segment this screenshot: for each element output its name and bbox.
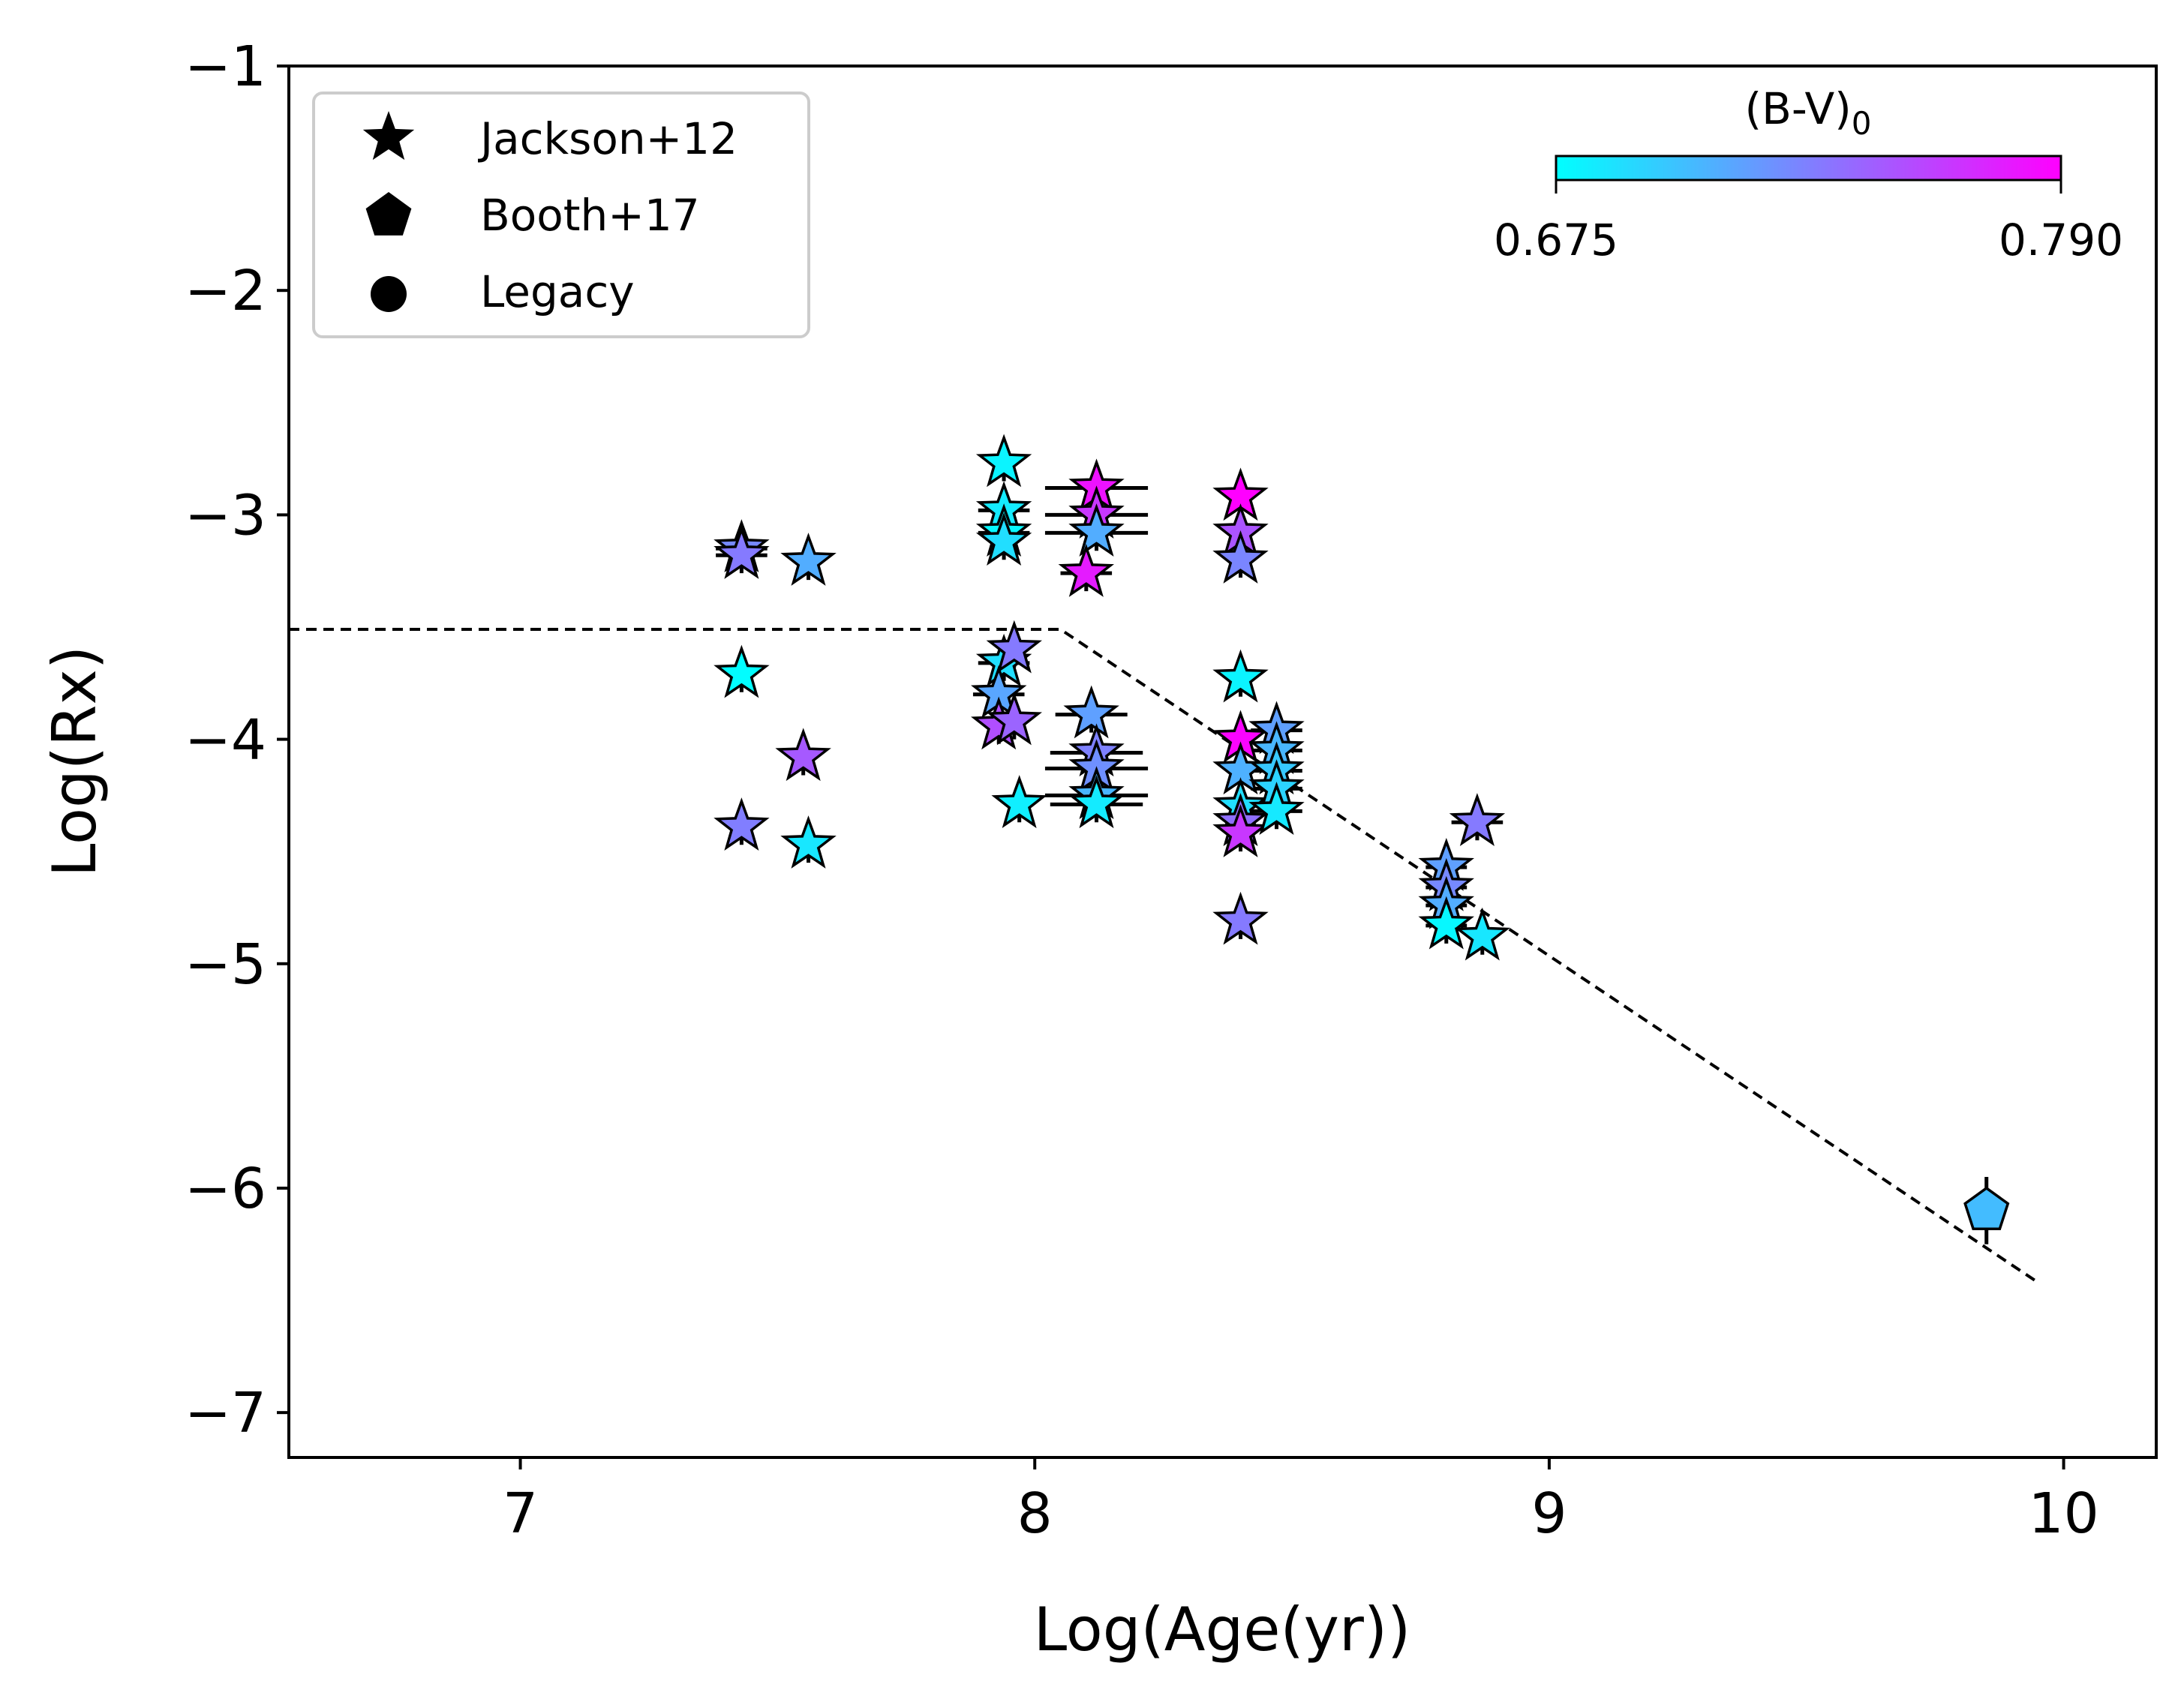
legend-label: Jackson+12 — [478, 113, 738, 164]
y-tick-label: −4 — [185, 708, 266, 773]
y-tick-label: −2 — [185, 259, 266, 323]
star-data-point — [1449, 793, 1506, 846]
colorbar-min-label: 0.675 — [1494, 215, 1618, 266]
y-tick-label: −6 — [185, 1157, 266, 1221]
star-data-point — [1212, 891, 1269, 945]
fit-line — [289, 628, 2039, 1284]
star-data-point — [1212, 649, 1269, 703]
star-data-point — [1058, 544, 1114, 597]
x-axis-label: Log(Age(yr)) — [1034, 1595, 1411, 1664]
star-data-point — [713, 797, 770, 851]
legend-label: Legacy — [480, 266, 635, 317]
star-data-point — [1418, 896, 1474, 950]
pentagon-data-point — [1963, 1186, 2010, 1230]
legend-star-icon — [362, 111, 415, 161]
star-data-point — [1063, 685, 1119, 739]
star-data-point — [775, 728, 831, 782]
x-tick-label: 8 — [1017, 1481, 1053, 1546]
star-data-point — [991, 775, 1047, 829]
star-data-point — [975, 512, 1032, 566]
colorbar: (B-V)0 0.675 0.790 — [1494, 83, 2123, 266]
x-tick-label: 10 — [2028, 1481, 2098, 1546]
x-tick-label: 9 — [1531, 1481, 1567, 1546]
y-tick-label: −1 — [185, 35, 266, 99]
colorbar-max-label: 0.790 — [1999, 215, 2123, 266]
legend-frame — [312, 92, 810, 338]
legend: Jackson+12 Booth+17 Legacy — [312, 92, 810, 338]
y-axis-label: Log(Rx) — [40, 646, 110, 877]
colorbar-title: (B-V)0 — [1745, 83, 1872, 142]
y-tick-label: −5 — [185, 932, 266, 997]
x-tick-label: 7 — [503, 1481, 538, 1546]
star-data-point — [986, 692, 1042, 746]
legend-pentagon-icon — [365, 192, 412, 236]
star-data-point — [1454, 907, 1510, 961]
star-data-point — [986, 620, 1042, 674]
legend-circle-icon — [371, 276, 407, 312]
plot-frame — [287, 65, 2158, 1459]
star-data-point — [780, 815, 837, 869]
star-data-point — [1212, 804, 1269, 857]
colorbar-gradient — [1555, 155, 2062, 182]
star-data-point — [713, 526, 770, 579]
star-data-point — [1248, 782, 1305, 835]
star-data-point — [975, 434, 1032, 488]
y-tick-label: −7 — [185, 1381, 266, 1445]
star-data-point — [713, 644, 770, 698]
star-data-point — [1068, 775, 1125, 829]
star-data-point — [1212, 530, 1269, 584]
star-data-point — [780, 533, 837, 586]
legend-label: Booth+17 — [480, 190, 700, 241]
star-data-point — [1068, 503, 1125, 557]
y-tick-label: −3 — [185, 483, 266, 548]
